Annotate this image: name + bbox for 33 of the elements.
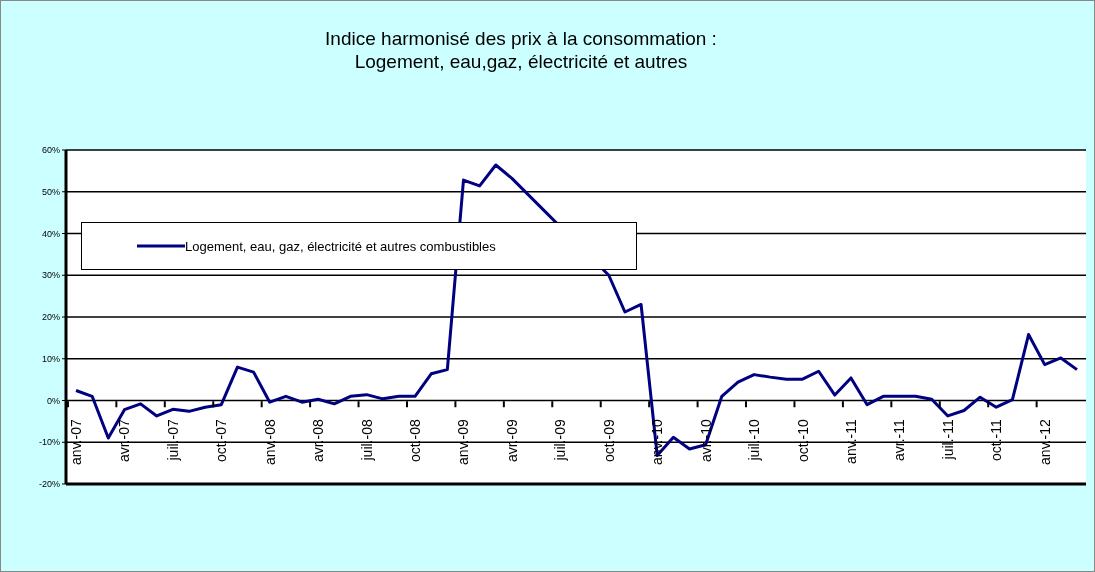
x-tick-label: anv.-08 [261,419,278,465]
y-tick-label: 40% [41,228,60,239]
x-tick-label: anv.-12 [1036,419,1053,465]
x-tick-label: anv.-10 [649,419,666,465]
x-tick-label: anv.-11 [842,419,859,464]
x-tick-label: juil.-09 [552,419,569,462]
x-tick-label: anv.-07 [68,419,84,465]
x-tick-label: oct.-07 [213,419,230,463]
x-tick-label: juil.-07 [164,419,181,462]
x-tick-label: anv.-09 [455,419,472,465]
y-tick-label: 10% [41,353,60,364]
x-tick-label: juil.-10 [746,419,763,462]
x-tick-label: oct.-10 [794,419,811,463]
x-tick-label: avr.-09 [503,419,520,463]
y-tick-label: 20% [41,312,60,323]
legend-box: Logement, eau, gaz, électricité et autres combustibles [81,222,637,270]
x-tick-label: avr.-07 [116,419,133,463]
y-tick-label: 50% [41,186,60,197]
y-tick-label: 0% [46,395,60,406]
x-tick-label: oct.-08 [407,419,424,463]
y-tick-label: 30% [41,270,60,281]
y-tick-label: -20% [38,479,60,490]
chart-title: Indice harmonisé des prix à la consommation : Logement, eau,gaz, électricité et autres [324,27,718,73]
x-tick-label: juil.-08 [358,419,375,462]
x-tick-label: avr.-08 [310,419,327,463]
x-tick-label: juil.-11 [939,419,956,461]
x-tick-label: oct.-09 [600,419,617,463]
legend-label: Logement, eau, gaz, électricité et autres combustibles [185,238,496,254]
y-tick-label: 60% [41,145,60,156]
x-tick-label: oct.-11 [988,419,1005,462]
x-tick-label: avr.-11 [891,419,908,462]
x-tick-label: avr.-10 [697,419,714,463]
y-tick-label: -10% [38,437,60,448]
